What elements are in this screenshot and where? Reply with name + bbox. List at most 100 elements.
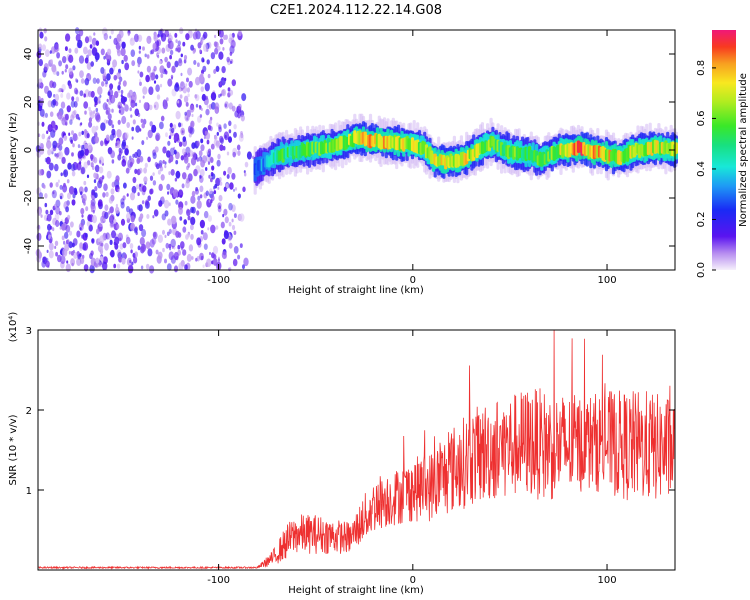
noise-blob xyxy=(57,111,63,120)
noise-blob xyxy=(225,183,229,188)
noise-blob xyxy=(54,100,59,107)
noise-blob xyxy=(216,159,221,167)
noise-blob xyxy=(61,117,67,126)
noise-blob xyxy=(196,157,200,162)
noise-blob xyxy=(60,255,66,264)
noise-blob xyxy=(83,93,86,98)
noise-blob xyxy=(167,218,172,226)
noise-blob xyxy=(228,202,233,211)
noise-blob xyxy=(143,102,149,110)
noise-blob xyxy=(221,89,225,96)
noise-blob xyxy=(132,119,136,125)
noise-blob xyxy=(70,250,74,256)
noise-blob xyxy=(97,96,101,102)
noise-blob xyxy=(223,186,227,192)
noise-blob xyxy=(95,40,100,46)
noise-blob xyxy=(114,236,120,245)
noise-blob xyxy=(198,74,204,83)
noise-blob xyxy=(150,188,154,195)
noise-blob xyxy=(206,258,212,268)
noise-blob xyxy=(173,246,176,250)
noise-blob xyxy=(44,112,49,118)
noise-blob xyxy=(90,264,93,269)
noise-blob xyxy=(162,146,167,154)
noise-blob xyxy=(190,233,194,240)
noise-blob xyxy=(188,244,194,252)
noise-blob xyxy=(157,251,163,260)
noise-blob xyxy=(97,86,103,95)
noise-blob xyxy=(100,48,105,56)
noise-blob xyxy=(93,110,96,114)
noise-blob xyxy=(166,263,172,271)
noise-blob xyxy=(81,130,84,135)
noise-blob xyxy=(180,241,185,249)
noise-blob xyxy=(59,226,62,230)
noise-blob xyxy=(172,124,177,130)
noise-blob xyxy=(144,53,147,58)
noise-blob xyxy=(175,230,180,238)
noise-blob xyxy=(54,245,57,249)
noise-blob xyxy=(124,148,129,156)
noise-blob xyxy=(219,38,224,45)
noise-blob xyxy=(49,182,53,188)
noise-blob xyxy=(107,233,112,241)
noise-blob xyxy=(140,118,144,123)
noise-blob xyxy=(111,181,116,188)
noise-blob xyxy=(120,47,126,57)
noise-blob xyxy=(149,175,154,181)
noise-blob xyxy=(99,160,102,164)
noise-blob xyxy=(88,106,91,111)
noise-blob xyxy=(197,62,200,67)
noise-blob xyxy=(120,89,124,95)
noise-blob xyxy=(169,55,173,60)
noise-blob xyxy=(106,98,109,103)
noise-blob xyxy=(178,189,184,198)
y-tick-label: 3 xyxy=(26,326,32,337)
x-tick-label: -100 xyxy=(207,275,230,286)
noise-blob xyxy=(159,65,165,74)
noise-blob xyxy=(37,251,42,259)
noise-blob xyxy=(197,195,201,201)
colorbar-tick-label: 0.6 xyxy=(696,110,707,126)
noise-blob xyxy=(103,119,108,125)
noise-blob xyxy=(46,249,49,253)
noise-blob xyxy=(199,219,205,229)
noise-blob xyxy=(53,203,57,209)
noise-blob xyxy=(229,267,232,272)
noise-blob xyxy=(121,139,127,147)
noise-blob xyxy=(141,122,145,129)
noise-blob xyxy=(142,95,145,99)
noise-blob xyxy=(176,98,182,108)
noise-blob xyxy=(139,99,141,104)
noise-blob xyxy=(131,92,137,102)
noise-blob xyxy=(59,195,63,200)
noise-blob xyxy=(163,100,167,107)
noise-blob xyxy=(228,136,232,143)
noise-blob xyxy=(126,212,131,220)
noise-blob xyxy=(228,102,233,110)
noise-blob xyxy=(181,130,184,134)
noise-blob xyxy=(153,34,158,42)
noise-blob xyxy=(50,59,53,64)
noise-blob xyxy=(49,111,54,117)
noise-blob xyxy=(203,31,208,39)
noise-blob xyxy=(81,193,87,203)
noise-blob xyxy=(137,245,141,251)
noise-blob xyxy=(208,174,211,179)
noise-blob xyxy=(117,188,120,193)
noise-blob xyxy=(55,206,61,215)
noise-blob xyxy=(152,69,156,74)
noise-blob xyxy=(55,220,60,227)
noise-blob xyxy=(135,125,141,133)
noise-blob xyxy=(119,243,124,250)
noise-blob xyxy=(160,73,164,79)
noise-blob xyxy=(118,256,123,263)
noise-blob xyxy=(95,107,99,113)
noise-blob xyxy=(109,206,114,214)
noise-blob xyxy=(90,154,94,160)
noise-blob xyxy=(56,112,59,117)
noise-blob xyxy=(41,133,46,140)
noise-blob xyxy=(228,129,232,134)
noise-blob xyxy=(158,160,163,167)
noise-blob xyxy=(164,210,169,217)
